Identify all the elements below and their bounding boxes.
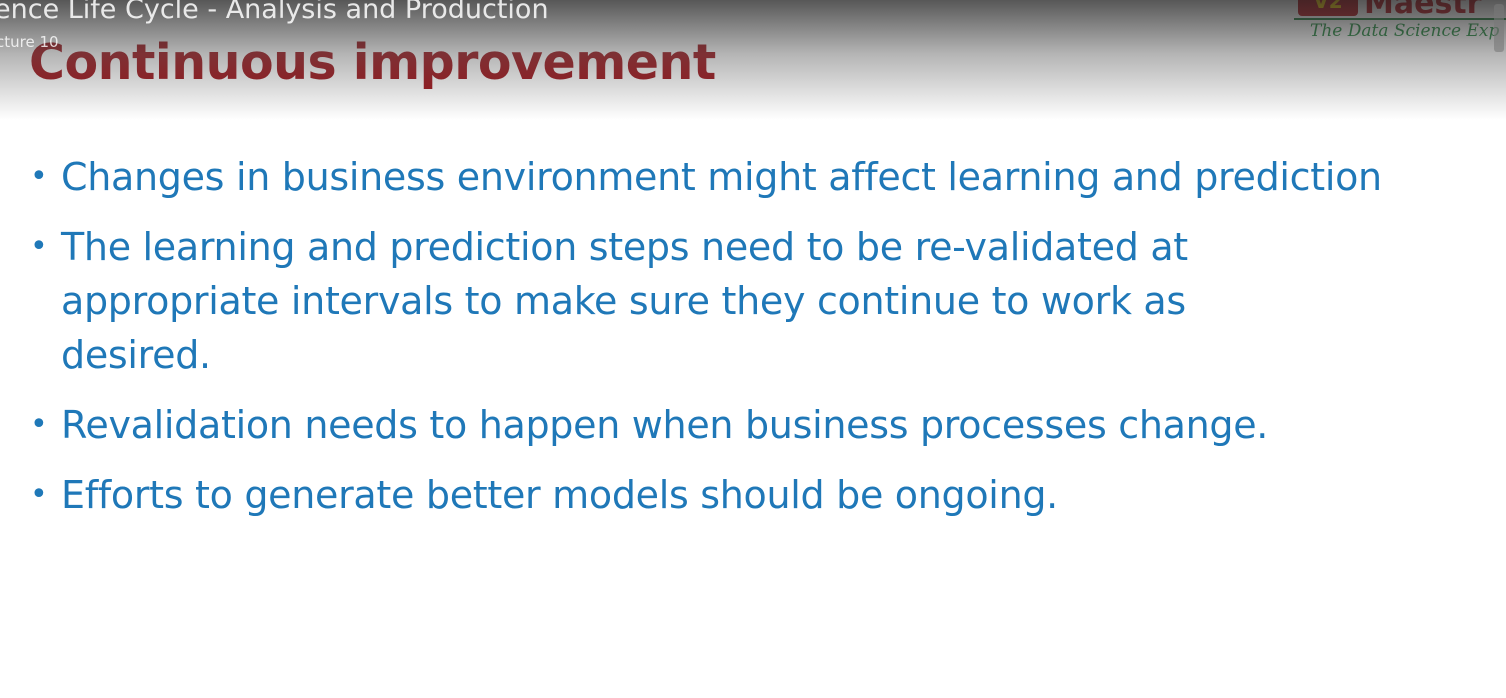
logo-divider bbox=[1294, 18, 1506, 20]
bullet-item: • The learning and prediction steps need… bbox=[26, 220, 1291, 382]
bullet-text: Revalidation needs to happen when busine… bbox=[61, 403, 1269, 447]
bullet-dot-icon: • bbox=[30, 477, 48, 512]
bullet-item: • Efforts to generate better models shou… bbox=[26, 468, 1486, 522]
logo-tagline: The Data Science Exp bbox=[1310, 21, 1500, 41]
bullet-dot-icon: • bbox=[30, 159, 48, 194]
bullet-text: Changes in business environment might af… bbox=[61, 155, 1382, 199]
brand-logo: V2 Maestr The Data Science Exp bbox=[1294, 0, 1506, 48]
player-corner-button[interactable] bbox=[1494, 4, 1504, 52]
bullet-list: • Changes in business environment might … bbox=[26, 150, 1486, 538]
video-title[interactable]: ence Life Cycle - Analysis and Productio… bbox=[0, 0, 549, 25]
video-subtitle: cture 10 bbox=[0, 33, 59, 51]
bullet-item: • Changes in business environment might … bbox=[26, 150, 1486, 204]
bullet-item: • Revalidation needs to happen when busi… bbox=[26, 398, 1486, 452]
bullet-text: The learning and prediction steps need t… bbox=[61, 225, 1188, 377]
bullet-text: Efforts to generate better models should… bbox=[61, 473, 1058, 517]
slide-title: Continuous improvement bbox=[29, 34, 716, 91]
bullet-dot-icon: • bbox=[30, 229, 48, 264]
bullet-dot-icon: • bbox=[30, 407, 48, 442]
logo-mark-icon: V2 bbox=[1298, 0, 1358, 16]
